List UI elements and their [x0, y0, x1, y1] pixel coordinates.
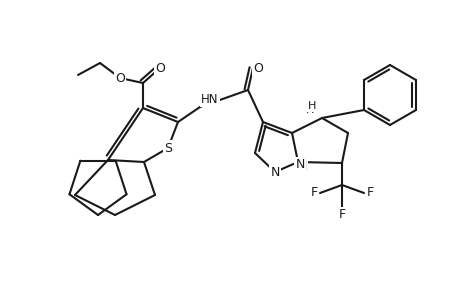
Text: O: O	[115, 71, 125, 85]
Text: H: H	[307, 101, 315, 111]
Text: F: F	[338, 208, 345, 221]
Text: F: F	[366, 187, 373, 200]
Text: O: O	[252, 61, 263, 74]
Text: S: S	[164, 142, 172, 154]
Text: F: F	[310, 187, 317, 200]
Text: H: H	[305, 105, 313, 115]
Text: HN: HN	[201, 92, 218, 106]
Text: O: O	[155, 61, 165, 74]
Text: N: N	[297, 160, 306, 172]
Text: N: N	[270, 166, 279, 178]
Text: N: N	[295, 158, 304, 172]
